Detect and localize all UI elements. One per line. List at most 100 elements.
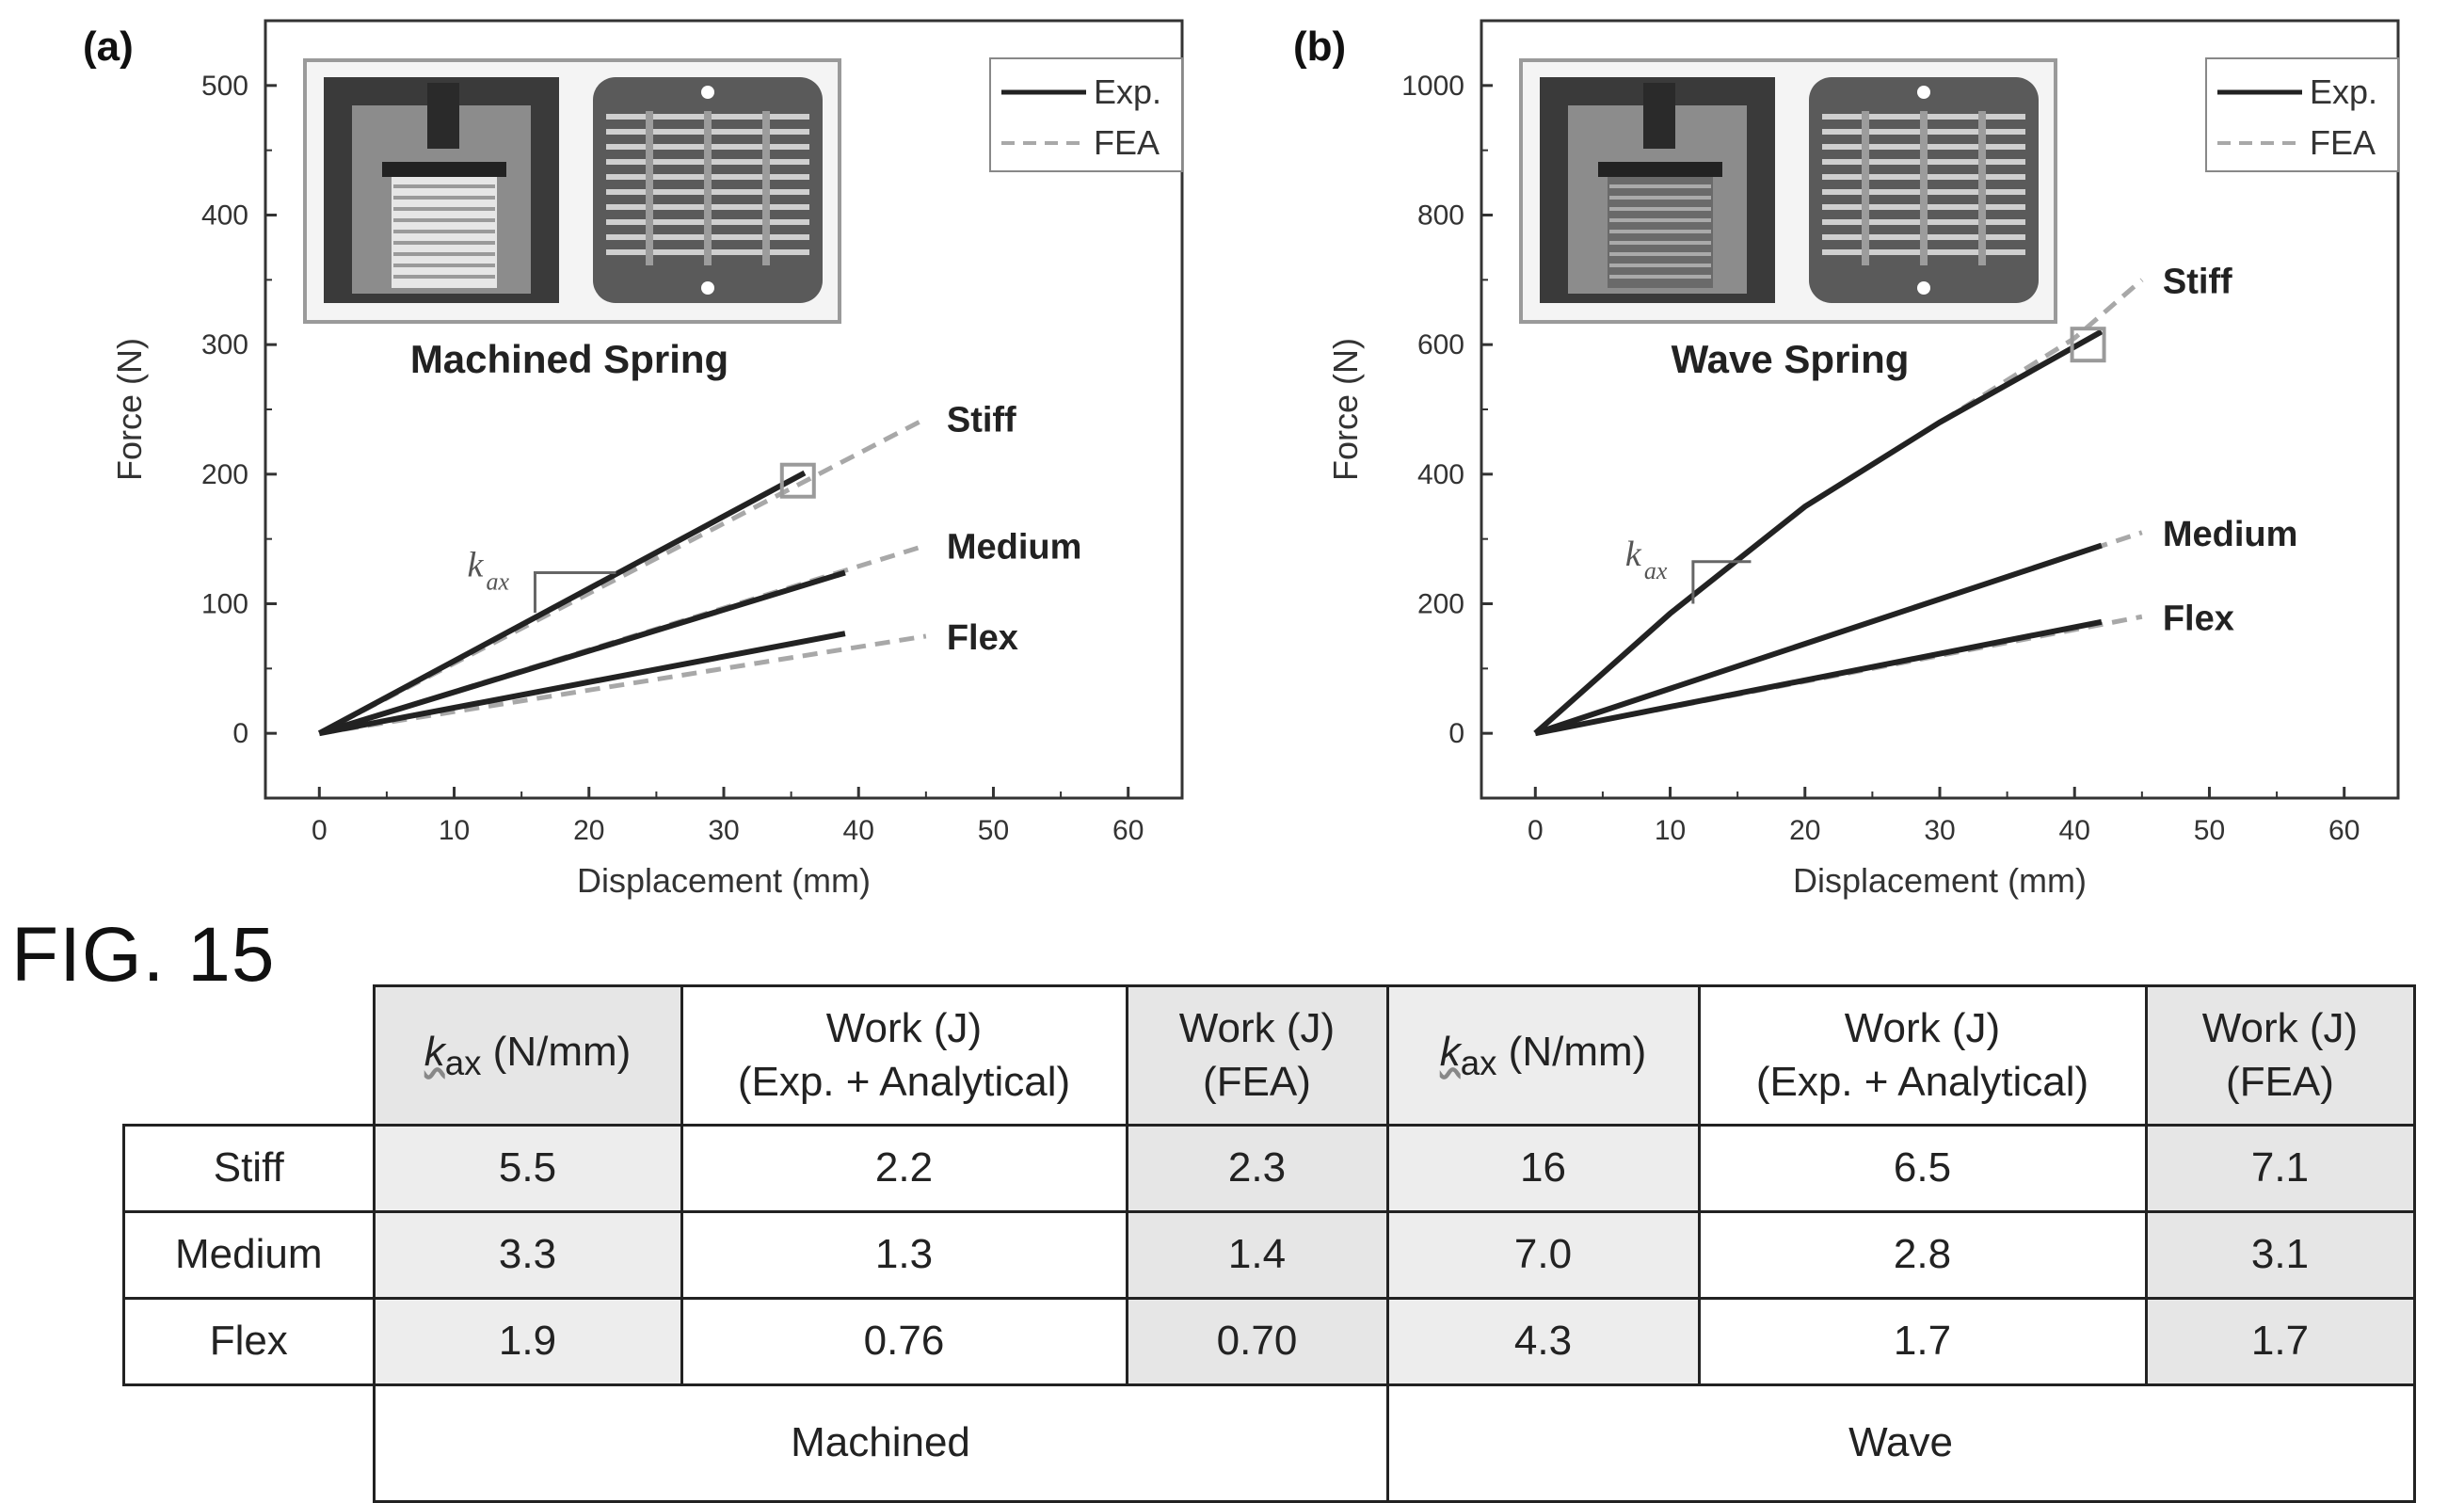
load-cell-icon	[1643, 83, 1675, 149]
x-tick-label: 30	[1924, 815, 1955, 846]
x-tick-label: 0	[1528, 815, 1544, 846]
series-label: Stiff	[947, 401, 1016, 440]
table-cell: 6.5	[1697, 1124, 2148, 1213]
legend-label-fea: FEA	[1094, 123, 1160, 162]
y-axis-label: Force (N)	[110, 338, 149, 481]
table-cell: 16	[1385, 1124, 1701, 1213]
table-corner	[123, 985, 374, 1126]
y-tick-label: 400	[201, 200, 248, 232]
table-cell: 7.0	[1385, 1210, 1701, 1300]
header-unit: (N/mm)	[1508, 1028, 1647, 1075]
table-cell: 1.4	[1125, 1210, 1389, 1300]
table-cell: 1.7	[2144, 1297, 2416, 1386]
group-label-machined: Machined	[372, 1383, 1389, 1503]
inset-images	[303, 58, 841, 324]
k-subscript: ax	[444, 1043, 482, 1082]
chart-title: Wave Spring	[1672, 337, 1910, 381]
slope-label-k: k	[467, 545, 484, 584]
table-cell: 5.5	[372, 1124, 683, 1213]
series-label: Stiff	[2163, 262, 2232, 301]
slope-label-k: k	[1625, 535, 1642, 574]
panel-label: (b)	[1293, 24, 1346, 70]
slope-triangle	[533, 570, 616, 614]
table-header-row: kax (N/mm) Work (J) (Exp. + Analytical) …	[123, 984, 2416, 1127]
y-tick-label: 200	[1417, 589, 1464, 620]
series-line-exp	[317, 470, 807, 736]
group-label-wave: Wave	[1385, 1383, 2416, 1503]
series-line-exp	[318, 569, 846, 737]
table-cell: 0.76	[680, 1297, 1128, 1386]
table-cell: 4.3	[1385, 1297, 1701, 1386]
y-tick-label: 1000	[1401, 71, 1464, 102]
mounting-hole-icon	[1917, 281, 1930, 295]
series-line-exp	[1534, 618, 2103, 737]
series-label: Medium	[2163, 515, 2298, 554]
load-cell-icon	[427, 83, 459, 149]
legend-label-exp: Exp.	[2310, 72, 2377, 111]
x-tick-label: 40	[843, 815, 874, 846]
x-tick-label: 20	[573, 815, 604, 846]
legend-box	[2205, 57, 2399, 172]
slope-triangle	[1691, 560, 1752, 604]
row-label: Stiff	[122, 1124, 376, 1213]
table-row: Flex 1.9 0.76 0.70 4.3 1.7 1.7	[122, 1297, 2416, 1386]
legend: Exp. FEA	[2205, 57, 2399, 172]
table-row: Medium 3.3 1.3 1.4 7.0 2.8 3.1	[122, 1210, 2416, 1300]
header-unit: (N/mm)	[492, 1028, 632, 1075]
inset-images	[1519, 58, 2057, 324]
legend-label-fea: FEA	[2310, 123, 2376, 162]
row-label: Medium	[122, 1210, 376, 1300]
table-cell: 1.9	[372, 1297, 683, 1386]
x-tick-label: 0	[312, 815, 328, 846]
series-label: Medium	[947, 528, 1082, 568]
row-label: Flex	[122, 1297, 376, 1386]
figure-label: FIG. 15	[11, 912, 276, 998]
table-cell: 3.1	[2144, 1210, 2416, 1300]
series-line-exp	[318, 631, 846, 737]
series-line-fea	[318, 633, 927, 736]
x-tick-label: 30	[708, 815, 739, 846]
slope-label-sub: ax	[1644, 557, 1668, 584]
table-row: Stiff 5.5 2.2 2.3 16 6.5 7.1	[122, 1124, 2416, 1213]
y-tick-label: 300	[201, 329, 248, 360]
table-cell: 3.3	[372, 1210, 683, 1300]
x-axis-label: Displacement (mm)	[577, 861, 871, 900]
k-subscript: ax	[1460, 1043, 1497, 1082]
table-cell: 2.8	[1697, 1210, 2148, 1300]
y-tick-label: 100	[201, 589, 248, 620]
panel-b: 0 10 20 30 40 50 6002004006008001000Displaceme…	[1293, 19, 2400, 900]
series-label: Flex	[2163, 599, 2234, 638]
x-tick-label: 60	[1112, 815, 1144, 846]
y-tick-label: 500	[201, 71, 248, 102]
x-tick-label: 10	[439, 815, 470, 846]
endpoint-marker-box	[2070, 327, 2106, 363]
mounting-hole-icon	[1917, 86, 1930, 99]
panel-label: (a)	[83, 24, 134, 70]
y-tick-label: 0	[1448, 718, 1464, 749]
panel-a: 0 10 20 30 40 50 60 0 100 200 300 400 500 Displacemen…	[83, 19, 1184, 900]
header-work-fea-machined: Work (J) (FEA)	[1125, 984, 1389, 1127]
y-axis-label: Force (N)	[1326, 338, 1365, 481]
table-cell: 7.1	[2144, 1124, 2416, 1213]
chart-title: Machined Spring	[410, 337, 728, 381]
x-tick-label: 60	[2328, 815, 2360, 846]
y-tick-label: 200	[201, 459, 248, 490]
k-symbol: k	[424, 1028, 445, 1075]
table-corner	[123, 1384, 374, 1502]
y-tick-label: 600	[1417, 329, 1464, 360]
table-cell: 2.3	[1125, 1124, 1389, 1213]
y-tick-label: 0	[232, 718, 248, 749]
header-work-analytical-machined: Work (J) (Exp. + Analytical)	[680, 984, 1128, 1127]
y-tick-label: 400	[1417, 459, 1464, 490]
series-line-exp	[1533, 328, 2104, 736]
header-work-analytical-wave: Work (J) (Exp. + Analytical)	[1697, 984, 2148, 1127]
x-tick-label: 40	[2059, 815, 2090, 846]
series-line-fea	[318, 416, 928, 736]
series-label: Flex	[947, 618, 1018, 658]
table-cell: 1.7	[1697, 1297, 2148, 1386]
k-symbol: k	[1439, 1028, 1461, 1075]
y-tick-label: 800	[1417, 200, 1464, 232]
endpoint-marker-box	[779, 462, 816, 499]
series-line-exp	[1534, 542, 2103, 737]
